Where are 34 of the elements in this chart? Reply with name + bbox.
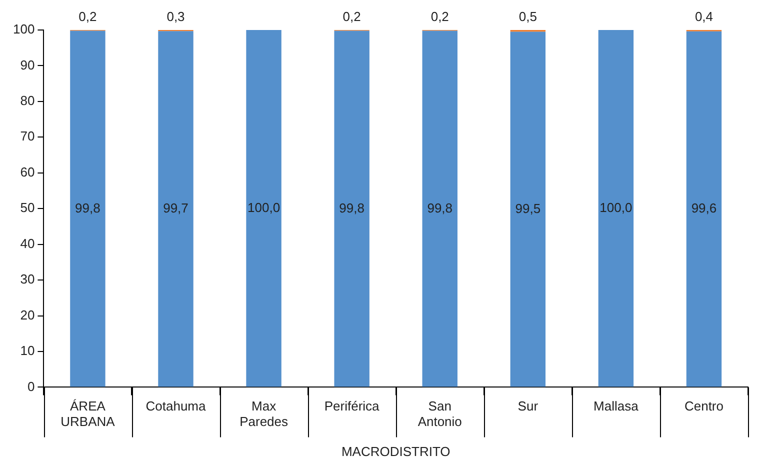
x-tick-label: Periférica <box>324 398 380 414</box>
y-tick-label: 0 <box>27 378 35 394</box>
y-tick-label: 40 <box>20 236 35 251</box>
x-tick-label: San Antonio <box>418 398 462 430</box>
data-label: 0,2 <box>430 9 449 24</box>
x-tick-label: ÁREA URBANA <box>60 398 116 430</box>
y-tick-label: 100 <box>12 22 35 37</box>
y-tick-label: 50 <box>20 200 35 216</box>
x-tick-label: Centro <box>684 398 724 414</box>
y-tick-label: 10 <box>20 343 35 358</box>
data-label: 99,8 <box>339 200 364 216</box>
data-label: 0,2 <box>78 9 97 24</box>
data-label: 0,4 <box>694 9 714 24</box>
x-tick-label: Cotahuma <box>146 398 207 414</box>
y-tick-label: 60 <box>20 164 35 180</box>
data-label: 99,7 <box>163 200 188 216</box>
y-tick-label: 70 <box>20 128 35 144</box>
x-tick-label: Mallasa <box>594 398 640 414</box>
data-label: 100,0 <box>600 200 632 215</box>
data-label: 99,8 <box>427 200 453 216</box>
y-tick-label: 30 <box>20 272 35 287</box>
data-label: 99,5 <box>515 200 541 216</box>
data-label: 99,6 <box>691 200 717 216</box>
y-tick-label: 80 <box>20 93 35 108</box>
data-label: 0,2 <box>342 9 361 24</box>
x-tick-label: Sur <box>518 398 539 414</box>
y-tick-label: 20 <box>20 307 35 322</box>
data-label: 0,3 <box>166 9 185 24</box>
data-label: 99,8 <box>75 200 100 216</box>
x-tick-label: Max Paredes <box>240 398 288 430</box>
y-tick-label: 90 <box>20 57 35 72</box>
data-label: 100,0 <box>248 200 280 215</box>
x-axis-title: MACRODISTRITO <box>341 444 450 459</box>
data-label: 0,5 <box>518 9 537 24</box>
